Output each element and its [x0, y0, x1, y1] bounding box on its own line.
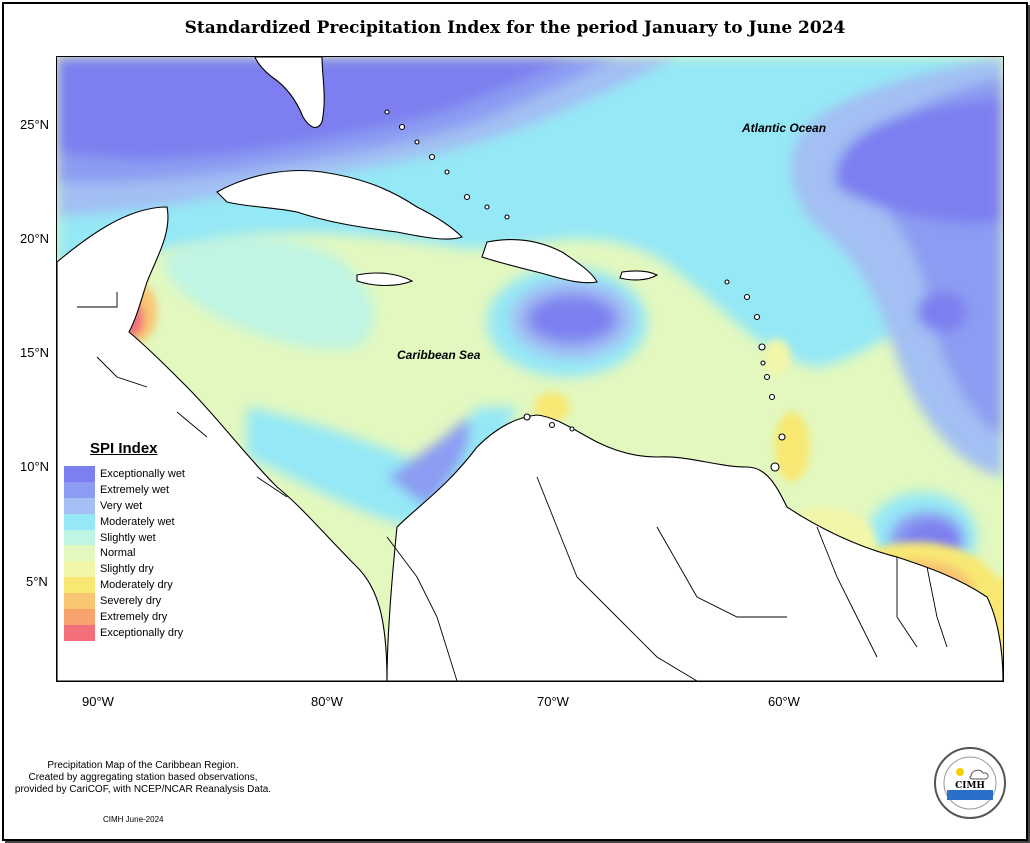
- legend-label: Exceptionally dry: [100, 626, 184, 639]
- lat-tick-5: 5°N: [26, 574, 48, 589]
- legend-item: Moderately dry: [64, 577, 204, 594]
- legend-label: Moderately wet: [100, 515, 175, 528]
- legend-swatch: [64, 466, 95, 482]
- legend-item: Slightly dry: [64, 561, 204, 578]
- legend-swatch: [64, 545, 95, 562]
- legend-swatch: [64, 624, 95, 641]
- legend-label: Extremely wet: [100, 483, 170, 496]
- legend-label: Slightly wet: [100, 531, 156, 544]
- caribbean-sea-label: Caribbean Sea: [397, 348, 481, 362]
- cimh-logo-image: CIMH: [934, 747, 1006, 819]
- legend-swatch: [64, 577, 95, 594]
- legend-label: Severely dry: [100, 595, 162, 608]
- legend-item: Exceptionally dry: [64, 624, 204, 641]
- legend-item: Slightly wet: [64, 529, 204, 546]
- credits-line-3: provided by CariCOF, with NCEP/NCAR Rean…: [14, 784, 272, 795]
- legend-label: Very wet: [100, 499, 143, 512]
- legend-swatch: [64, 529, 95, 546]
- legend-label: Exceptionally wet: [100, 467, 185, 480]
- map-credits: Precipitation Map of the Caribbean Regio…: [8, 760, 278, 796]
- lon-tick-90: 90°W: [82, 694, 114, 709]
- issue-date: CIMH June-2024: [103, 815, 164, 824]
- map-title: Standardized Precipitation Index for the…: [184, 18, 846, 38]
- legend-item: Normal: [64, 545, 204, 562]
- credits-line-2: Created by aggregating station based obs…: [28, 772, 258, 783]
- legend-swatch: [64, 513, 95, 530]
- spi-map: Atlantic Ocean Caribbean Sea: [56, 56, 1004, 682]
- legend-swatch: [64, 561, 95, 578]
- lon-tick-80: 80°W: [311, 694, 343, 709]
- legend-item: Extremely wet: [64, 481, 204, 498]
- lon-tick-70: 70°W: [537, 694, 569, 709]
- lat-tick-25: 25°N: [20, 117, 50, 132]
- spi-map-canvas: Atlantic Ocean Caribbean Sea: [57, 57, 1003, 681]
- legend-swatch: [64, 609, 95, 625]
- borders: [77, 292, 948, 681]
- lat-tick-20: 20°N: [20, 231, 50, 246]
- spi-legend: SPI Index Exceptionally wet Extremely wet…: [64, 440, 204, 641]
- waves-icon: [947, 790, 993, 800]
- legend-label: Normal: [100, 547, 136, 560]
- legend-swatch: [64, 481, 95, 498]
- lat-tick-15: 15°N: [20, 345, 50, 360]
- lon-tick-60: 60°W: [768, 694, 800, 709]
- sun-icon: [956, 768, 964, 776]
- legend-item: Severely dry: [64, 593, 204, 610]
- legend-swatch: [64, 497, 95, 514]
- land-masses: [57, 57, 1003, 681]
- legend-label: Moderately dry: [100, 579, 173, 592]
- cimh-logo: CIMH: [933, 746, 1007, 820]
- legend-item: Very wet: [64, 497, 204, 514]
- credits-line-1: Precipitation Map of the Caribbean Regio…: [47, 760, 239, 771]
- cloud-icon: [969, 769, 989, 780]
- legend-swatch: [64, 593, 95, 610]
- lat-tick-10: 10°N: [20, 459, 50, 474]
- legend-title: SPI Index: [90, 440, 158, 457]
- atlantic-ocean-label: Atlantic Ocean: [741, 121, 826, 135]
- logo-text: CIMH: [955, 781, 985, 791]
- legend-label: Extremely dry: [100, 610, 168, 623]
- legend-item: Moderately wet: [64, 513, 204, 530]
- legend-item: Extremely dry: [64, 609, 204, 625]
- legend-label: Slightly dry: [100, 563, 154, 576]
- legend-item: Exceptionally wet: [64, 466, 204, 482]
